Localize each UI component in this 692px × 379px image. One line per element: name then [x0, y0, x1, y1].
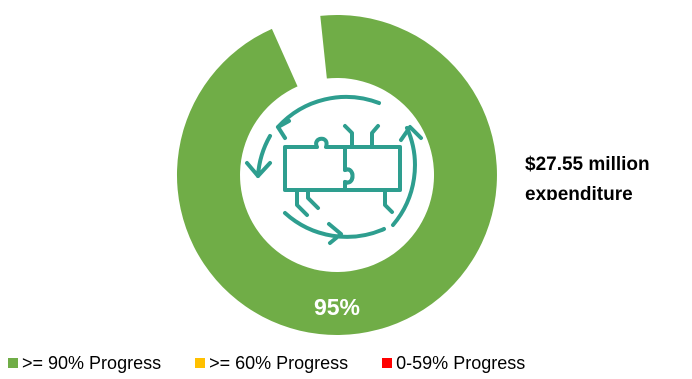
legend-label-medium: >= 60% Progress [209, 353, 349, 373]
legend-swatch-medium [195, 358, 206, 368]
legend-item-low: 0-59% Progress [382, 351, 525, 375]
legend-swatch-high [8, 358, 18, 368]
legend-label-low: 0-59% Progress [396, 353, 526, 373]
legend-label-high: >= 90% Progress [22, 353, 162, 373]
progress-arc [176, 15, 497, 336]
legend-swatch-low [382, 358, 393, 368]
puzzle-cycle-icon [245, 94, 423, 245]
legend: >= 90% Progress >= 60% Progress 0-59% Pr… [8, 351, 525, 379]
expenditure-amount: $27.55 million [525, 154, 650, 175]
legend-item-high: >= 90% Progress [8, 351, 161, 375]
legend-item-medium: >= 60% Progress [195, 351, 348, 375]
expenditure-label: expenditure [525, 184, 633, 200]
percent-label: 95% [314, 294, 360, 320]
expenditure-annotation: $27.55 million expenditure [525, 150, 692, 200]
